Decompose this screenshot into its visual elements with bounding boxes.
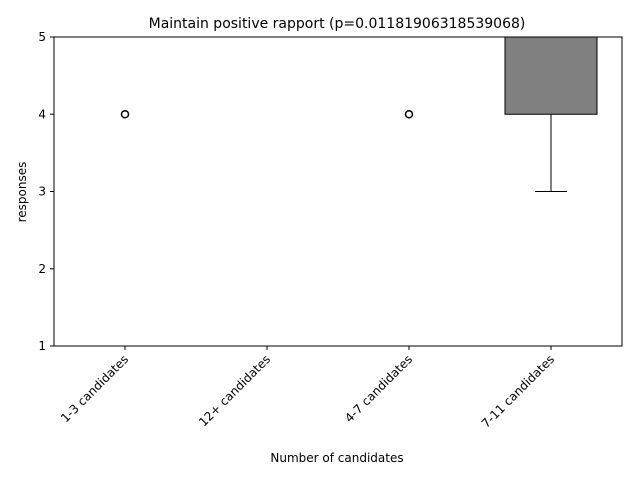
outlier-point [404,110,414,119]
x-tick-label: 7-11 candidates [479,352,557,430]
y-axis-label: responses [15,162,29,223]
y-tick-label: 1 [38,339,46,353]
box [504,36,598,115]
x-tick-label: 4-7 candidates [342,352,415,425]
x-axis-label: Number of candidates [270,451,403,465]
box-group [504,36,598,192]
x-axis: 1-3 candidates 12+ candidates 4-7 candidat… [58,346,557,431]
x-tick-label: 1-3 candidates [58,352,131,425]
box-group [79,36,171,119]
y-tick-label: 2 [38,262,46,276]
y-axis: 1 2 3 4 5 [38,30,54,353]
chart-title: Maintain positive rapport (p=0.011819063… [149,16,526,32]
y-tick-label: 3 [38,185,46,199]
y-tick-label: 5 [38,30,46,44]
outlier-point [120,110,130,119]
y-tick-label: 4 [38,107,46,121]
x-tick-label: 12+ candidates [196,352,273,429]
box-group [363,36,455,119]
